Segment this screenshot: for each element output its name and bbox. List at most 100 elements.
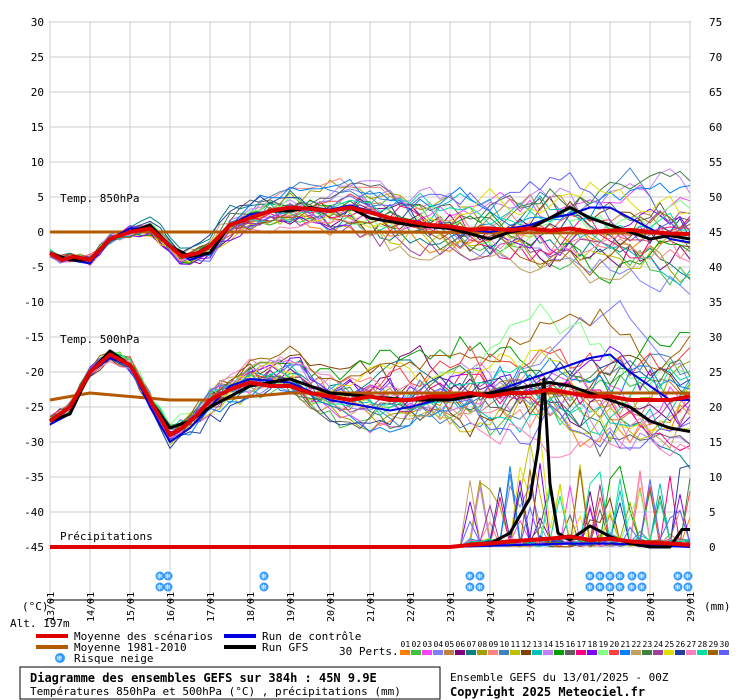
- pert-legend-swatch: [411, 650, 421, 655]
- pert-legend-id: 14: [544, 640, 554, 649]
- series-0-precip: [50, 534, 691, 549]
- pert-legend-id: 17: [577, 640, 587, 649]
- snow-risk-icon: ❄❄: [673, 571, 683, 592]
- pert-legend-id: 25: [665, 640, 675, 649]
- snow-risk-row: ❄❄❄❄❄❄❄❄❄❄❄❄❄❄❄❄❄❄❄❄❄❄❄❄❄❄: [155, 571, 693, 592]
- legend: Moyenne des scénarios Moyenne 1981-2010 …: [36, 630, 729, 665]
- snow-risk-icon: ❄❄: [615, 571, 625, 592]
- svg-text:❄: ❄: [685, 583, 692, 592]
- svg-text:❄: ❄: [607, 583, 614, 592]
- date-tick-label: 26/01: [566, 592, 577, 622]
- pert-legend-id: 16: [566, 640, 576, 649]
- date-tick-label: 16/01: [166, 592, 177, 622]
- pert-legend-id: 27: [687, 640, 697, 649]
- pert-legend-swatch: [477, 650, 487, 655]
- pert-legend-swatch: [554, 650, 564, 655]
- pert-legend-id: 10: [500, 640, 510, 649]
- snow-risk-icon: ❄❄: [465, 571, 475, 592]
- pert-legend-id: 11: [511, 640, 521, 649]
- pert-legend-swatch: [620, 650, 630, 655]
- pert-legend-id: 28: [698, 640, 708, 649]
- legend-swatch-control: [224, 634, 256, 638]
- pert-legend-id: 29: [709, 640, 719, 649]
- date-tick-label: 20/01: [326, 592, 337, 622]
- pert-legend-id: 09: [489, 640, 499, 649]
- date-tick-label: 18/01: [246, 592, 257, 622]
- panel-label-precip: Précipitations: [60, 530, 153, 543]
- svg-text:❄: ❄: [639, 583, 646, 592]
- svg-text:❄: ❄: [477, 583, 484, 592]
- legend-swatch-clim: [36, 645, 68, 649]
- right-tick-label: 20: [709, 401, 722, 414]
- legend-clim: Moyenne 1981-2010: [74, 641, 187, 654]
- pert-legend-id: 24: [654, 640, 664, 649]
- snow-risk-icon: ❄❄: [475, 571, 485, 592]
- snow-risk-icon: ❄❄: [627, 571, 637, 592]
- perturbation-legend: 01 02 03 04 05 06 07 08 09 10 11 12 13 14 15 16 17 18 19 20…: [400, 640, 729, 655]
- pert-legend-swatch: [499, 650, 509, 655]
- pert-legend-id: 22: [632, 640, 642, 649]
- pert-legend-swatch: [510, 650, 520, 655]
- pert-29-t850: [49, 208, 691, 277]
- svg-text:❄: ❄: [477, 572, 484, 581]
- snow-risk-icon: ❄❄: [259, 571, 269, 592]
- pert-legend-swatch: [422, 650, 432, 655]
- pert-legend-swatch: [719, 650, 729, 655]
- right-tick-label: 10: [709, 471, 722, 484]
- date-tick-label: 27/01: [606, 592, 617, 622]
- pert-legend-id: 21: [621, 640, 631, 649]
- pert-legend-id: 12: [522, 640, 532, 649]
- date-tick-label: 17/01: [206, 592, 217, 622]
- pert-legend-swatch: [609, 650, 619, 655]
- altitude-label: Alt. 197m: [10, 617, 70, 630]
- pert-legend-id: 08: [478, 640, 488, 649]
- svg-text:❄: ❄: [467, 572, 474, 581]
- right-tick-label: 5: [709, 506, 716, 519]
- pert-07-t850: [49, 189, 691, 279]
- svg-text:❄: ❄: [165, 583, 172, 592]
- pert-legend-id: 18: [588, 640, 598, 649]
- pert-legend-swatch: [400, 650, 410, 655]
- pert-legend-id: 05: [445, 640, 455, 649]
- svg-text:❄: ❄: [261, 572, 268, 581]
- pert-legend-swatch: [642, 650, 652, 655]
- pert-legend-id: 26: [676, 640, 686, 649]
- date-axis: 13/01 14/01 15/01 16/01 17/01 18/01 19/01 20/01…: [46, 592, 697, 622]
- left-tick-label: -5: [31, 261, 44, 274]
- left-tick-label: -25: [24, 401, 44, 414]
- svg-text:❄: ❄: [675, 572, 682, 581]
- right-tick-label: 55: [709, 156, 722, 169]
- right-tick-label: 15: [709, 436, 722, 449]
- legend-gfs: Run GFS: [262, 641, 308, 654]
- pert-legend-swatch: [488, 650, 498, 655]
- left-tick-label: -20: [24, 366, 44, 379]
- right-tick-label: 35: [709, 296, 722, 309]
- pert-19-t500: [49, 303, 691, 426]
- right-axis-unit: (mm): [704, 600, 731, 613]
- pert-legend-id: 15: [555, 640, 565, 649]
- right-tick-label: 25: [709, 366, 722, 379]
- legend-snow: Risque neige: [74, 652, 153, 665]
- series-0-t500: [48, 352, 691, 437]
- axis-ticks: 302520151050-5-10-15-20-25-30-35-40-4575…: [24, 16, 722, 554]
- right-tick-label: 0: [709, 541, 716, 554]
- copyright: Copyright 2025 Meteociel.fr: [450, 685, 645, 699]
- right-tick-label: 50: [709, 191, 722, 204]
- right-tick-label: 40: [709, 261, 722, 274]
- pert-28-t850: [49, 192, 690, 263]
- svg-text:❄: ❄: [629, 583, 636, 592]
- svg-text:❄: ❄: [685, 572, 692, 581]
- left-tick-label: -40: [24, 506, 44, 519]
- svg-text:❄: ❄: [261, 583, 268, 592]
- pert-legend-swatch: [686, 650, 696, 655]
- date-tick-label: 21/01: [366, 592, 377, 622]
- chart-subtitle: Températures 850hPa et 500hPa (°C) , pré…: [30, 685, 401, 698]
- pert-legend-swatch: [565, 650, 575, 655]
- right-tick-label: 70: [709, 51, 722, 64]
- pert-legend-swatch: [675, 650, 685, 655]
- pert-legend-swatch: [532, 650, 542, 655]
- left-tick-label: 15: [31, 121, 44, 134]
- date-tick-label: 24/01: [486, 592, 497, 622]
- left-tick-label: 30: [31, 16, 44, 29]
